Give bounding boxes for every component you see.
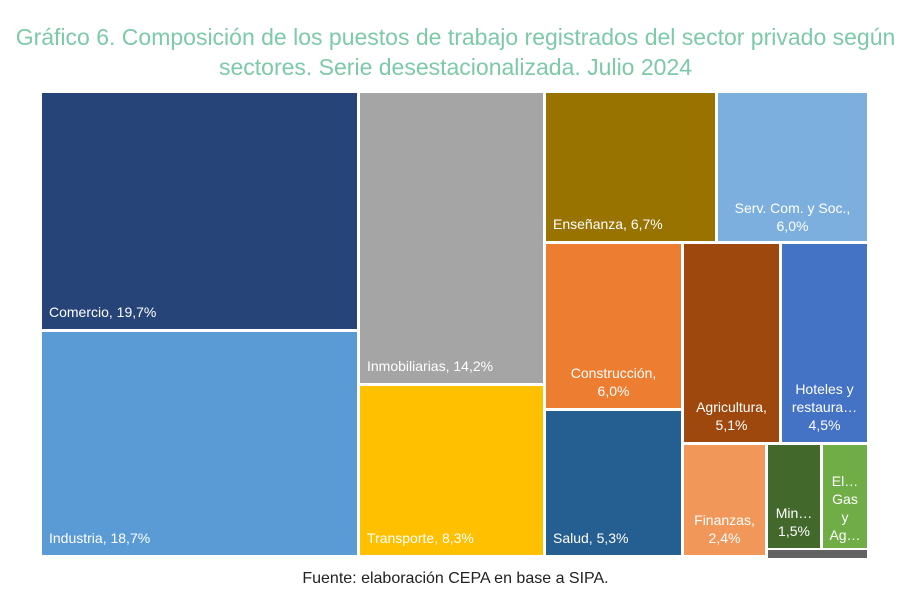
treemap-label: Agricultura, 5,1% [696,399,767,433]
chart-title: Gráfico 6. Composición de los puestos de… [15,24,896,80]
treemap-cell-other [768,550,867,558]
treemap-cell-transporte: Transporte, 8,3% [360,386,543,555]
treemap-label: Finanzas, 2,4% [694,512,755,546]
treemap-cell-finanzas: Finanzas, 2,4% [684,445,765,555]
treemap-cell-agricultura: Agricultura, 5,1% [684,244,779,442]
treemap-label: Construcción, 6,0% [570,365,657,399]
treemap-label: El… Gas y Ag… [829,473,861,543]
treemap-label: Hoteles y restaura… 4,5% [791,381,858,433]
treemap-label: Industria, 18,7% [49,530,151,546]
treemap-cell-salud: Salud, 5,3% [546,411,681,555]
treemap-label: Enseñanza, 6,7% [553,216,663,232]
treemap-label: Min… 1,5% [775,505,813,539]
treemap-cell-serv-com-y-soc: Serv. Com. y Soc., 6,0% [718,93,867,241]
chart-source: Fuente: elaboración CEPA en base a SIPA. [302,570,609,587]
treemap-label: Comercio, 19,7% [49,304,157,320]
treemap-label: Inmobiliarias, 14,2% [367,358,494,374]
treemap-cell-el-gas-y-ag: El… Gas y Ag… [823,445,867,548]
treemap-label: Salud, 5,3% [553,530,629,546]
treemap-cell-comercio: Comercio, 19,7% [42,93,357,329]
treemap-cell-construcción: Construcción, 6,0% [546,244,681,408]
treemap-label: Transporte, 8,3% [367,530,474,546]
treemap-label: Serv. Com. y Soc., 6,0% [734,200,851,234]
treemap-cell-inmobiliarias: Inmobiliarias, 14,2% [360,93,543,383]
treemap-cell-min: Min… 1,5% [768,445,820,548]
treemap-cell-hoteles-y-restaura: Hoteles y restaura… 4,5% [782,244,867,442]
treemap-cell-industria: Industria, 18,7% [42,332,357,555]
treemap-cell-enseñanza: Enseñanza, 6,7% [546,93,715,241]
